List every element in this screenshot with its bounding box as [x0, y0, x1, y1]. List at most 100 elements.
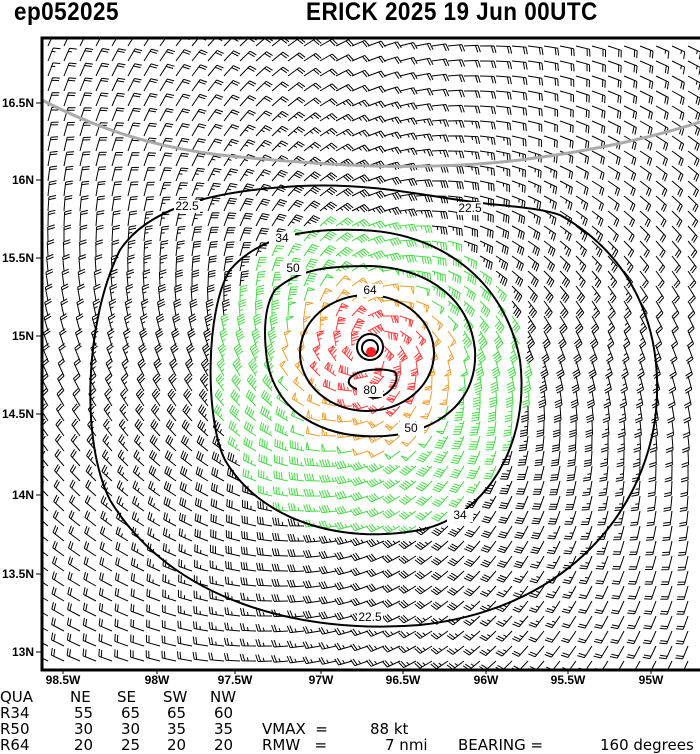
- wind-barb: [591, 60, 606, 73]
- wind-barb: [178, 543, 193, 557]
- wind-barb: [177, 620, 193, 632]
- wind-barb: [595, 570, 609, 585]
- wind-barb: [527, 45, 544, 55]
- wind-barb: [431, 104, 450, 112]
- wind-barbs: [42, 38, 700, 670]
- wind-barb: [236, 313, 246, 332]
- wind-barb: [511, 165, 526, 178]
- wind-barb: [127, 166, 139, 182]
- wind-barb: [414, 585, 433, 595]
- wind-barb: [115, 541, 129, 557]
- wind-barb: [556, 360, 565, 379]
- wind-barb: [283, 330, 292, 347]
- wind-barb: [95, 48, 110, 62]
- wind-barb: [623, 195, 636, 212]
- wind-barb: [111, 92, 125, 107]
- wind-barb: [479, 120, 496, 130]
- wind-barb: [558, 330, 567, 349]
- wind-barb: [655, 90, 669, 105]
- wind-barb: [79, 92, 93, 107]
- wind-barb: [350, 461, 369, 471]
- wind-barb: [166, 403, 177, 422]
- wind-barb: [679, 510, 689, 527]
- wind-barb: [454, 405, 465, 421]
- wind-barb: [287, 67, 306, 77]
- wind-barb: [159, 152, 173, 167]
- wind-barb: [575, 75, 590, 88]
- wind-barb: [655, 300, 664, 319]
- wind-barb: [579, 555, 593, 570]
- wind-barb: [398, 494, 417, 505]
- wind-barb: [399, 254, 417, 263]
- wind-barb: [208, 606, 225, 617]
- table-header-sw: SW: [163, 688, 188, 706]
- wind-barb: [143, 181, 155, 197]
- wind-barb: [183, 388, 193, 407]
- wind-barb: [479, 585, 497, 597]
- wind-barb: [210, 513, 225, 527]
- wind-barb: [47, 195, 57, 212]
- wind-barb: [511, 270, 524, 287]
- wind-barb: [208, 637, 225, 647]
- wind-barb: [111, 107, 125, 122]
- wind-barb: [216, 358, 226, 377]
- wind-barb: [623, 135, 637, 151]
- wind-barb: [561, 615, 577, 629]
- wind-barb: [336, 430, 353, 439]
- wind-barb: [665, 450, 673, 468]
- lon-tick-label: 96.5W: [386, 673, 421, 687]
- wind-barb: [449, 465, 465, 479]
- wind-barb: [479, 165, 495, 176]
- wind-barb: [179, 466, 193, 482]
- wind-barb: [161, 635, 177, 647]
- wind-barb: [191, 49, 208, 62]
- wind-barb: [198, 404, 209, 422]
- wind-barb: [383, 71, 402, 79]
- wind-barb: [447, 150, 465, 159]
- wind-barb: [70, 433, 81, 452]
- wind-barb: [671, 300, 680, 319]
- wind-barb: [393, 360, 402, 376]
- wind-barb: [239, 256, 251, 272]
- wind-barb: [42, 657, 49, 662]
- wind-barb: [543, 135, 558, 148]
- wind-barb: [582, 465, 593, 482]
- wind-barb: [415, 133, 434, 142]
- wind-barb: [399, 178, 418, 187]
- wind-barb: [623, 165, 637, 181]
- wind-barb: [225, 530, 241, 542]
- wind-barb: [207, 109, 224, 122]
- wind-barb: [479, 60, 497, 69]
- wind-barb: [367, 250, 386, 260]
- wind-barb: [398, 525, 417, 535]
- wind-barb: [639, 180, 652, 197]
- wind-barb: [575, 120, 590, 134]
- wind-barb: [468, 435, 481, 450]
- wind-barb: [655, 255, 666, 274]
- wind-barb: [191, 211, 203, 227]
- wind-barb: [655, 225, 667, 243]
- wind-barb: [95, 166, 107, 182]
- wind-barb: [335, 275, 351, 287]
- wind-barb: [500, 465, 513, 480]
- wind-barb: [594, 585, 609, 600]
- wind-barb: [632, 450, 641, 468]
- wind-barb: [511, 315, 521, 334]
- wind-barb: [256, 516, 273, 527]
- wind-barb: [115, 511, 129, 527]
- wind-barb: [79, 47, 94, 62]
- wind-barb: [159, 254, 168, 272]
- wind-barb: [146, 604, 161, 617]
- wind-barb: [334, 475, 353, 485]
- wind-barb: [309, 360, 321, 377]
- wind-barb: [643, 615, 657, 630]
- wind-barb: [134, 419, 145, 437]
- wind-barb: [47, 165, 58, 182]
- wind-barb: [607, 300, 616, 319]
- contour-label: 80: [363, 383, 377, 397]
- wind-barb: [318, 489, 337, 498]
- wind-barb: [507, 360, 517, 379]
- wind-barb: [225, 545, 241, 557]
- wind-barb: [523, 375, 532, 394]
- radius-value: 35: [214, 720, 234, 738]
